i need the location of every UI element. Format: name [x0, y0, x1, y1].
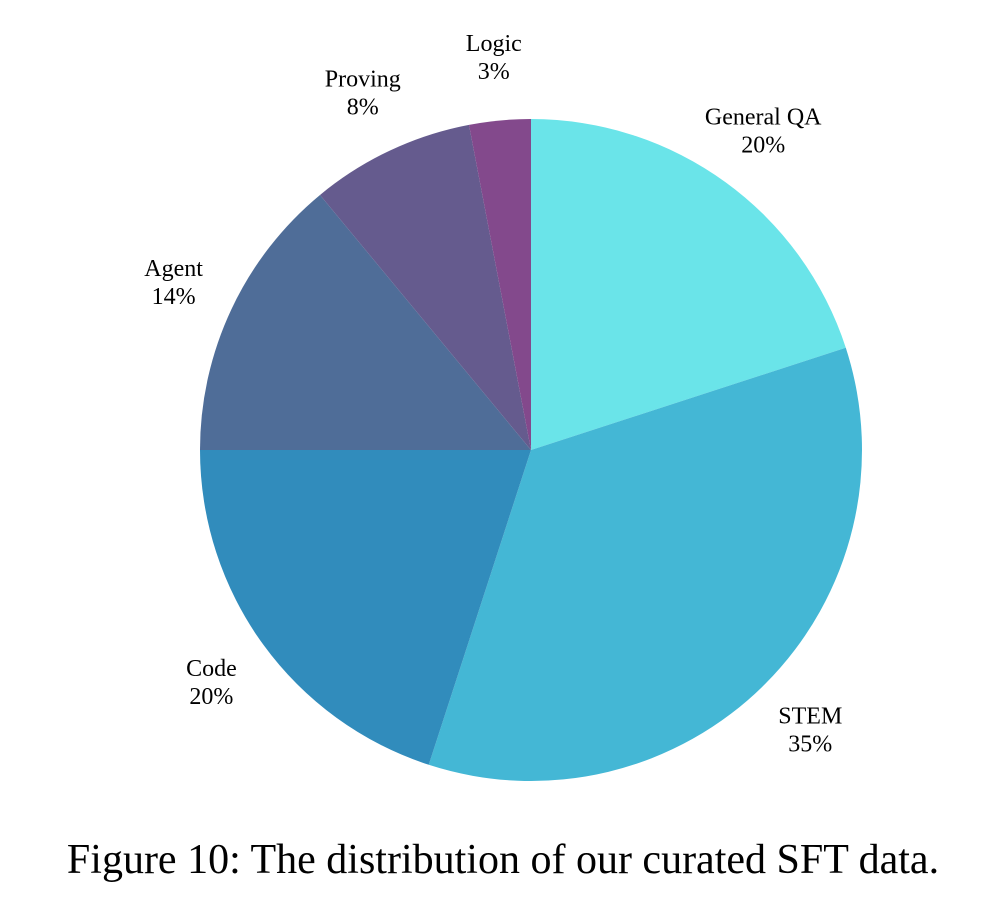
pie-slice-agent — [200, 194, 531, 450]
figure-caption: Figure 10: The distribution of our curat… — [66, 837, 940, 883]
slice-label-logic: Logic — [466, 31, 522, 57]
slice-percent-proving: 8% — [347, 95, 379, 121]
slice-label-proving: Proving — [325, 67, 401, 93]
slice-label-agent: Agent — [144, 256, 203, 282]
slice-label-code: Code — [186, 656, 237, 682]
slice-label-general-qa: General QA — [705, 104, 822, 130]
pie-slice-general-qa — [531, 119, 846, 450]
pie-slice-code — [200, 450, 531, 765]
pie-slice-proving — [320, 124, 531, 451]
pie-slice-stem — [428, 347, 862, 781]
pie-slice-logic — [468, 119, 531, 450]
slice-percent-code: 20% — [189, 684, 233, 710]
slice-percent-agent: 14% — [152, 284, 196, 310]
slice-percent-logic: 3% — [478, 59, 510, 85]
slice-percent-stem: 35% — [788, 731, 832, 757]
slice-percent-general-qa: 20% — [741, 132, 785, 158]
pie-chart: General QA20%STEM35%Code20%Agent14%Provi… — [144, 31, 862, 781]
pie-labels: General QA20%STEM35%Code20%Agent14%Provi… — [144, 31, 842, 757]
slice-label-stem: STEM — [778, 703, 842, 729]
pie-slices — [200, 119, 862, 781]
